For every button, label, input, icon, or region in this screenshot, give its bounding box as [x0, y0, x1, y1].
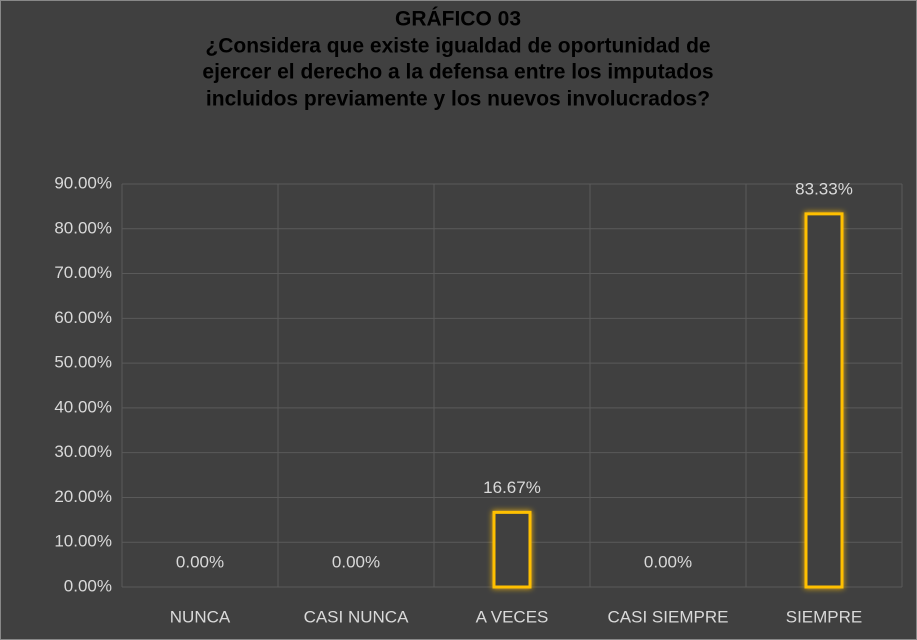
y-tick-label: 80.00% [54, 218, 112, 237]
y-tick-label: 60.00% [54, 308, 112, 327]
data-label: 16.67% [483, 478, 541, 497]
y-tick-label: 10.00% [54, 532, 112, 551]
chart-subtitle: ejercer el derecho a la defensa entre lo… [202, 61, 713, 84]
y-tick-label: 50.00% [54, 353, 112, 372]
y-tick-label: 20.00% [54, 487, 112, 506]
y-tick-label: 70.00% [54, 263, 112, 282]
y-tick-label: 0.00% [64, 576, 112, 595]
x-tick-label: CASI NUNCA [304, 607, 410, 626]
chart-title: GRÁFICO 03 [395, 8, 521, 31]
x-tick-label: NUNCA [170, 607, 231, 626]
y-tick-label: 40.00% [54, 397, 112, 416]
x-tick-label: A VECES [476, 607, 549, 626]
bar [804, 212, 844, 589]
y-tick-label: 30.00% [54, 442, 112, 461]
data-label: 83.33% [795, 179, 853, 198]
data-label: 0.00% [176, 552, 224, 571]
bar [492, 510, 532, 589]
x-tick-label: SIEMPRE [786, 607, 863, 626]
data-label: 0.00% [332, 552, 380, 571]
chart-subtitle: incluidos previamente y los nuevos invol… [206, 88, 710, 111]
chart-subtitle: ¿Considera que existe igualdad de oportu… [205, 35, 710, 58]
x-tick-label: CASI SIEMPRE [608, 607, 729, 626]
data-label: 0.00% [644, 552, 692, 571]
y-tick-label: 90.00% [54, 173, 112, 192]
